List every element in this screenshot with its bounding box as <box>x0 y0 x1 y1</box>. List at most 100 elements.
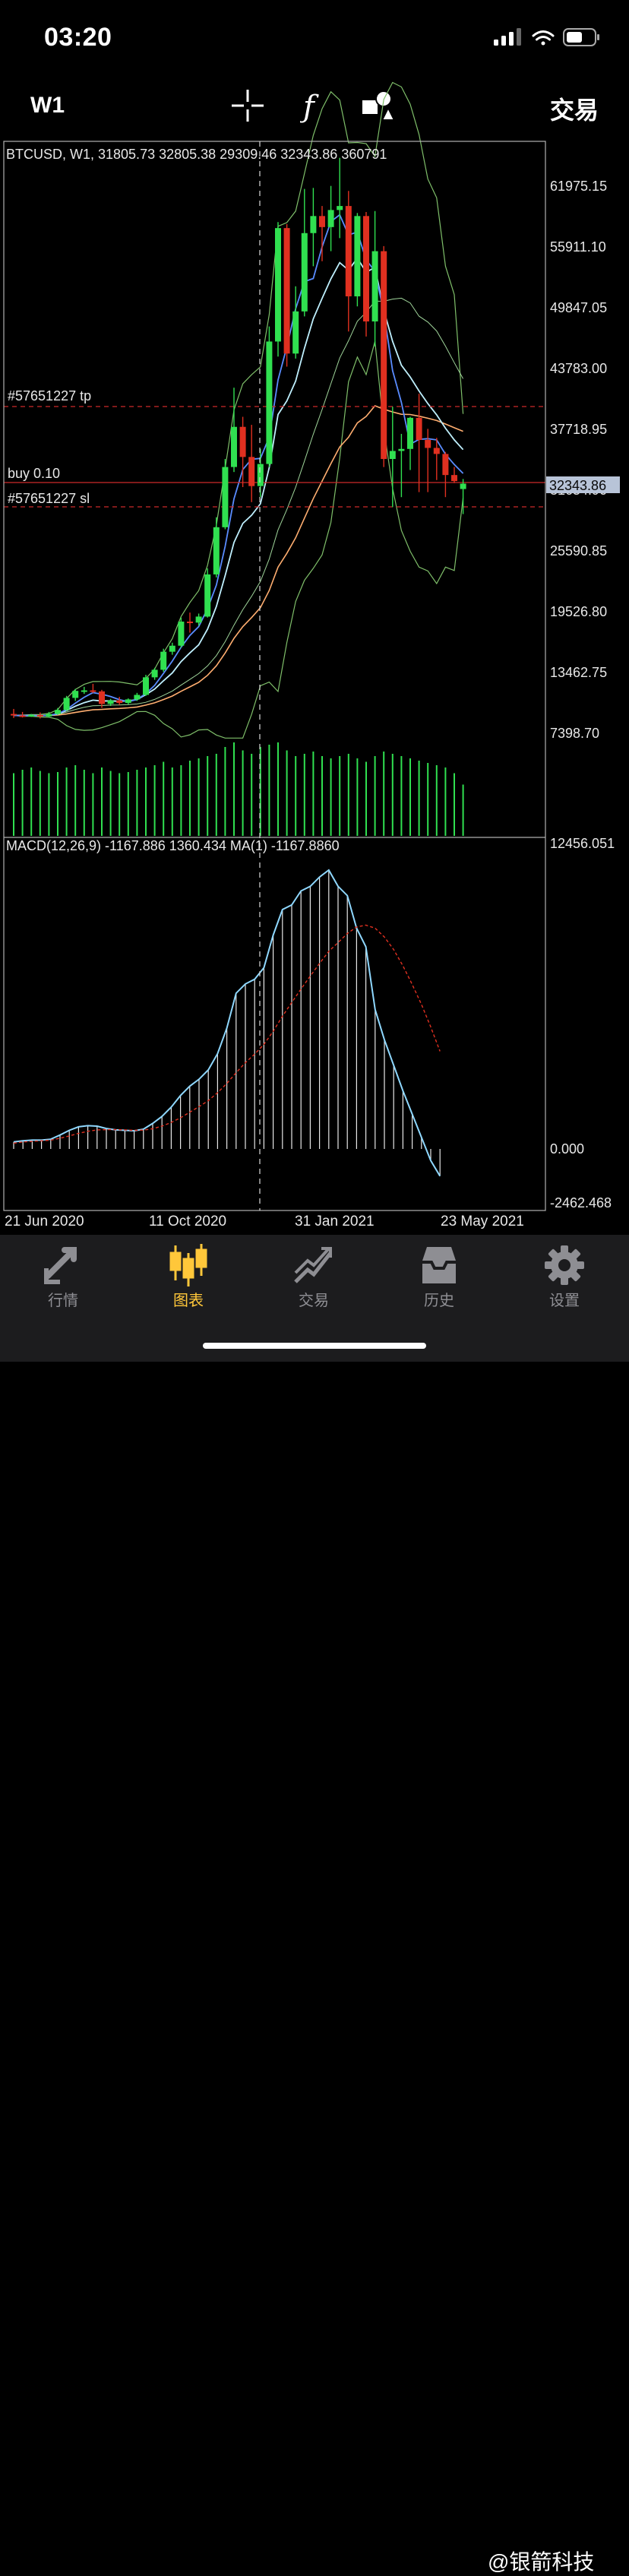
chart-header: BTCUSD, W1, 31805.73 32805.38 29309.46 3… <box>6 147 387 162</box>
gear-icon <box>545 1245 584 1285</box>
tab-settings[interactable]: 设置 <box>519 1235 610 1326</box>
candle-body <box>187 622 193 624</box>
status-icons <box>494 28 599 46</box>
current-price-badge: 32343.86 <box>546 476 620 493</box>
tab-quotes[interactable]: 行情 <box>17 1235 109 1326</box>
macd-axis-label: -2462.468 <box>550 1195 612 1210</box>
time-axis-label: 21 Jun 2020 <box>5 1214 84 1229</box>
order-label-tp: #57651227 tp <box>8 388 91 403</box>
candle-body <box>381 251 387 460</box>
candle-body <box>442 454 449 476</box>
candle-body <box>116 700 123 704</box>
candle-body <box>398 448 405 451</box>
candle-body <box>63 698 70 710</box>
candle-body <box>143 677 149 695</box>
trade-button[interactable]: 交易 <box>550 97 599 124</box>
crosshair-icon[interactable] <box>232 90 264 122</box>
ma-blue-line <box>13 214 464 717</box>
price-axis-label: 7398.70 <box>550 726 599 741</box>
candle-body <box>213 527 220 574</box>
objects-icon[interactable] <box>362 90 396 122</box>
candle-body <box>160 651 167 670</box>
candle-body <box>195 616 202 623</box>
time-axis-label: 23 May 2021 <box>441 1214 524 1229</box>
candle-body <box>90 690 96 692</box>
candle-body <box>301 233 308 312</box>
ma-green-line <box>13 297 464 717</box>
tab-label: 历史 <box>424 1293 454 1309</box>
quotes-icon <box>44 1247 77 1284</box>
candle-body <box>46 714 52 717</box>
time-axis-label: 31 Jan 2021 <box>295 1214 375 1229</box>
candle-body <box>151 669 158 678</box>
candle-body <box>310 216 317 233</box>
candle-body <box>416 417 422 440</box>
candle-body <box>222 467 229 527</box>
candles <box>11 157 466 719</box>
price-axis-label: 61975.15 <box>550 179 607 194</box>
candle-body <box>11 714 17 716</box>
candle-body <box>327 210 334 227</box>
macd-header: MACD(12,26,9) -1167.886 1360.434 MA(1) -… <box>6 838 340 853</box>
candle-body <box>371 251 378 322</box>
price-axis-label: 13462.75 <box>550 665 607 680</box>
price-axis-label: 19526.80 <box>550 604 607 619</box>
ma-orange-line <box>13 405 463 717</box>
indicator-f-icon[interactable]: ƒ <box>300 90 327 123</box>
cellular-signal-icon <box>494 28 521 46</box>
candle-body <box>275 228 281 342</box>
status-time: 03:20 <box>44 23 112 52</box>
candle-body <box>231 426 237 467</box>
macd-axis-label: 0.000 <box>550 1141 584 1157</box>
order-label-sl: #57651227 sl <box>8 491 90 506</box>
candle-body <box>354 216 361 296</box>
price-axis-label: 25590.85 <box>550 543 607 559</box>
candle-body <box>28 714 35 717</box>
tab-history[interactable]: 历史 <box>394 1235 485 1326</box>
candle-body <box>266 341 273 464</box>
candle-body <box>55 710 61 714</box>
tab-chart[interactable]: 图表 <box>143 1235 234 1326</box>
candle-body <box>239 426 246 457</box>
candle-body <box>337 206 343 210</box>
price-axis-label: 43783.00 <box>550 361 607 376</box>
price-axis-label: 49847.05 <box>550 300 607 315</box>
candle-body <box>169 645 175 652</box>
tab-label: 设置 <box>549 1293 580 1309</box>
tab-label: 交易 <box>299 1293 329 1309</box>
candle-body <box>134 695 141 700</box>
price-chart[interactable]: #57651227 tp buy 0.10 #57651227 sl BTCUSD,… <box>0 0 629 1235</box>
macd-line <box>13 869 441 1177</box>
candle-body <box>283 228 290 354</box>
candle-body <box>407 417 413 449</box>
upper-band-line <box>13 81 464 717</box>
watermark: @银箭科技 <box>488 2550 595 2574</box>
candle-body <box>81 690 87 692</box>
candle-body <box>389 451 396 460</box>
tab-trade[interactable]: 交易 <box>268 1235 359 1326</box>
candle-body <box>99 691 105 704</box>
volume-bars <box>13 742 464 836</box>
candles-icon <box>169 1244 207 1286</box>
tab-label: 行情 <box>48 1293 78 1309</box>
candle-body <box>433 448 440 454</box>
trade-icon <box>294 1247 332 1283</box>
candle-body <box>36 714 43 717</box>
candle-body <box>178 622 185 646</box>
candle-body <box>72 691 79 698</box>
candle-body <box>125 699 131 704</box>
lower-band-line <box>13 341 464 739</box>
candle-body <box>425 439 431 448</box>
order-label-buy: buy 0.10 <box>8 466 60 481</box>
wifi-icon <box>532 30 555 46</box>
signal-line <box>13 924 441 1144</box>
home-indicator <box>203 1343 426 1349</box>
chart-frame <box>3 141 546 1211</box>
price-axis-label: 55911.10 <box>550 239 606 255</box>
macd-axis-label: 12456.051 <box>550 836 615 851</box>
macd-histogram <box>13 869 441 1177</box>
candle-body <box>248 457 255 486</box>
candle-body <box>204 574 211 617</box>
candle-body <box>292 311 299 354</box>
timeframe-button[interactable]: W1 <box>30 93 65 118</box>
